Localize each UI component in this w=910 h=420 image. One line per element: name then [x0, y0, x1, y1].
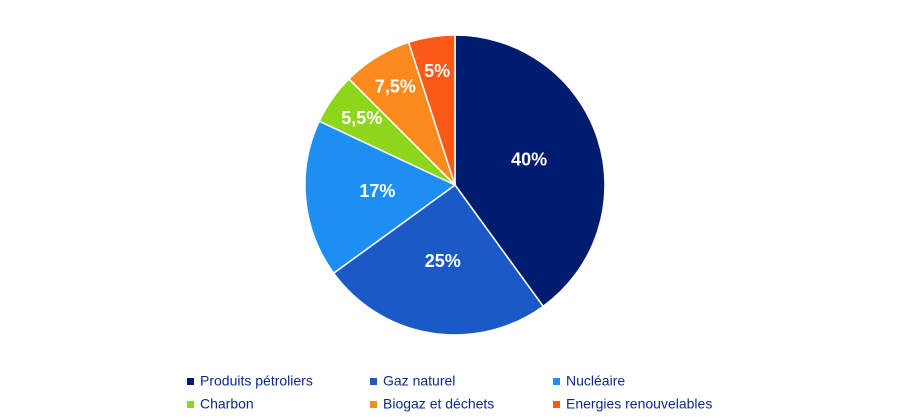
pie-slice	[332, 183, 545, 336]
pie-slice	[304, 120, 457, 275]
data-label: 5,5%	[341, 108, 382, 128]
data-label: 5%	[424, 61, 450, 81]
legend-marker	[187, 378, 194, 385]
legend-marker	[370, 401, 377, 408]
pie-slice	[407, 34, 456, 186]
legend-marker	[553, 378, 560, 385]
legend-label: Biogaz et déchets	[383, 396, 494, 412]
legend-label: Gaz naturel	[383, 373, 455, 389]
legend-label: Produits pétroliers	[200, 373, 313, 389]
legend-label: Energies renouvelables	[566, 396, 712, 412]
legend-label: Nucléaire	[566, 373, 625, 389]
data-label: 7,5%	[375, 77, 416, 97]
legend-marker	[370, 378, 377, 385]
legend-marker	[187, 401, 194, 408]
data-label: 40%	[511, 150, 547, 170]
legend-label: Charbon	[200, 396, 254, 412]
data-label: 17%	[359, 181, 395, 201]
pie-slice	[454, 34, 606, 308]
data-label: 25%	[425, 251, 461, 271]
legend-marker	[553, 401, 560, 408]
